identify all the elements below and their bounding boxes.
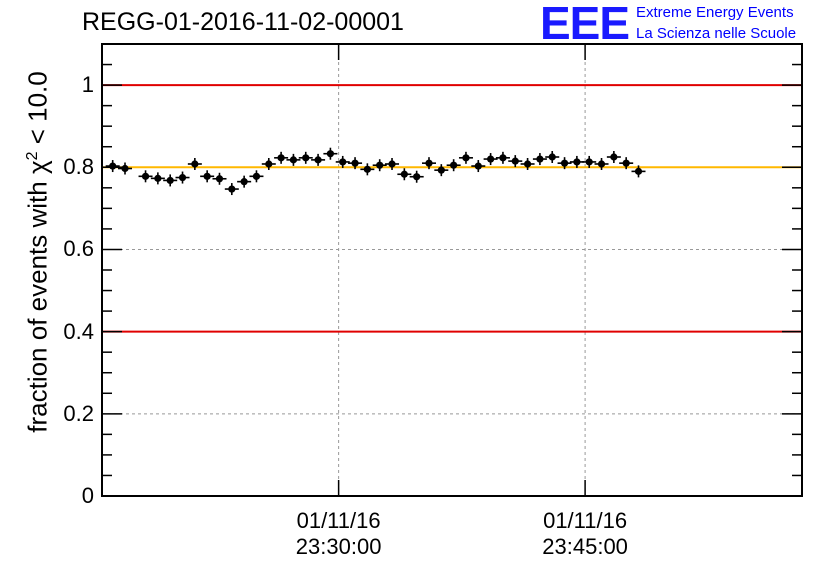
data-point [109, 162, 117, 170]
data-point [425, 159, 433, 167]
data-point [437, 166, 445, 174]
data-point [548, 153, 556, 161]
data-point [573, 158, 581, 166]
logo-line-2: La Scienza nelle Scuole [636, 25, 797, 42]
data-point [610, 153, 618, 161]
logo-line-1: Extreme Energy Events [636, 4, 794, 21]
data-point [585, 158, 593, 166]
data-point [166, 176, 174, 185]
data-point [277, 154, 285, 162]
x-tick-time: 23:45:00 [542, 534, 628, 559]
y-tick-label: 0.2 [63, 400, 94, 426]
y-tick-label: 0.8 [63, 154, 94, 180]
data-point [351, 159, 359, 167]
data-point [289, 156, 298, 164]
data-point [536, 155, 544, 163]
data-point [314, 156, 322, 164]
x-tick-time: 23:30:00 [295, 534, 382, 559]
y-tick-label: 0.6 [63, 236, 94, 262]
data-point [215, 175, 224, 183]
y-tick-label: 0.4 [63, 318, 94, 344]
x-tick-label: 01/11/16 23:45:00 [542, 508, 628, 560]
data-point [191, 160, 199, 168]
data-point [511, 157, 519, 165]
data-point [178, 173, 187, 182]
data-point [634, 167, 643, 175]
data-point [462, 154, 470, 162]
data-point [388, 160, 396, 168]
y-tick-label: 1 [81, 72, 94, 98]
data-point [154, 174, 162, 182]
data-point [487, 155, 495, 163]
data-point [560, 159, 569, 167]
data-point [302, 154, 310, 162]
data-point [240, 178, 248, 186]
data-point [523, 160, 532, 168]
data-point [597, 160, 606, 168]
data-point [252, 172, 261, 180]
data-point [499, 154, 507, 162]
data-point [141, 172, 150, 180]
data-point [376, 161, 384, 169]
data-point [228, 185, 236, 193]
plot-frame [101, 43, 803, 497]
chart-title: REGG-01-2016-11-02-00001 [82, 8, 404, 36]
data-point [265, 160, 273, 168]
data-point [474, 162, 482, 170]
x-tick-date: 01/11/16 [296, 508, 381, 533]
data-point [339, 158, 347, 166]
eee-logo-mark: EEE [540, 0, 630, 49]
data-point [450, 161, 458, 169]
data-point [363, 165, 371, 173]
x-tick-label: 01/11/16 23:30:00 [296, 508, 382, 560]
x-tick-date: 01/11/16 [543, 508, 628, 533]
data-point [400, 170, 408, 178]
y-tick-label: 0 [81, 483, 94, 508]
data-point [326, 150, 335, 158]
data-point [121, 164, 129, 173]
data-point [413, 173, 421, 181]
data-point [203, 172, 211, 180]
data-point [622, 159, 630, 167]
